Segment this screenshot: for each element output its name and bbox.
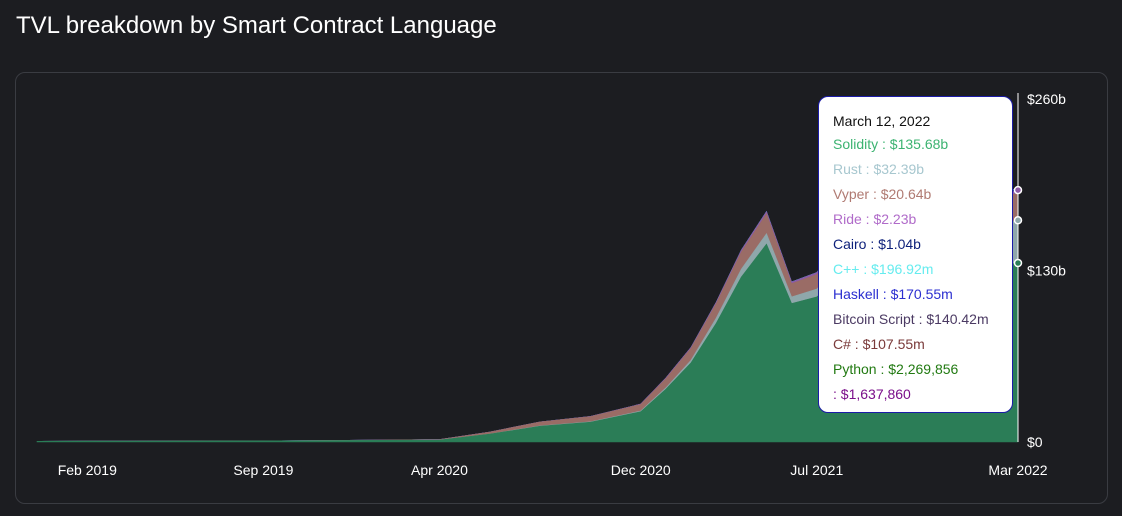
x-tick-label: Dec 2020 <box>611 462 671 478</box>
tooltip-row: C# : $107.55m <box>833 336 925 352</box>
chart-card: Feb 2019 Sep 2019 Apr 2020 Dec 2020 Jul 2021… <box>15 72 1108 504</box>
tooltip-row: Cairo : $1.04b <box>833 236 921 252</box>
tooltip-row: Ride : $2.23b <box>833 211 917 227</box>
x-axis: Feb 2019 Sep 2019 Apr 2020 Dec 2020 Jul 2021… <box>58 462 1048 478</box>
x-tick-label: Mar 2022 <box>988 462 1047 478</box>
hover-dots <box>1013 185 1023 268</box>
tooltip-row: Python : $2,269,856 <box>833 361 959 377</box>
x-tick-label: Jul 2021 <box>790 462 843 478</box>
x-tick-label: Sep 2019 <box>233 462 293 478</box>
tooltip-row: Solidity : $135.68b <box>833 136 949 152</box>
y-axis: $0 $130b $260b <box>1027 91 1066 450</box>
hover-dot <box>1013 258 1023 268</box>
tooltip-row: Haskell : $170.55m <box>833 286 953 302</box>
tooltip-row: C++ : $196.92m <box>833 261 934 277</box>
hover-dot <box>1013 216 1023 225</box>
tooltip-row: Vyper : $20.64b <box>833 186 932 202</box>
x-tick-label: Apr 2020 <box>411 462 468 478</box>
tooltip-row: : $1,637,860 <box>833 386 911 402</box>
tooltip-row: Rust : $32.39b <box>833 161 925 177</box>
hover-dot <box>1013 185 1023 195</box>
y-tick-label: $0 <box>1027 434 1043 450</box>
chart-tooltip: March 12, 2022 Solidity : $135.68b Rust :… <box>818 96 1013 413</box>
y-tick-label: $260b <box>1027 91 1066 107</box>
x-tick-label: Feb 2019 <box>58 462 117 478</box>
y-tick-label: $130b <box>1027 263 1066 279</box>
page-title: TVL breakdown by Smart Contract Language <box>16 12 497 39</box>
tooltip-date: March 12, 2022 <box>833 113 931 129</box>
tooltip-row: Bitcoin Script : $140.42m <box>833 311 989 327</box>
tooltip-rows: Solidity : $135.68b Rust : $32.39b Vyper :… <box>833 132 1012 407</box>
